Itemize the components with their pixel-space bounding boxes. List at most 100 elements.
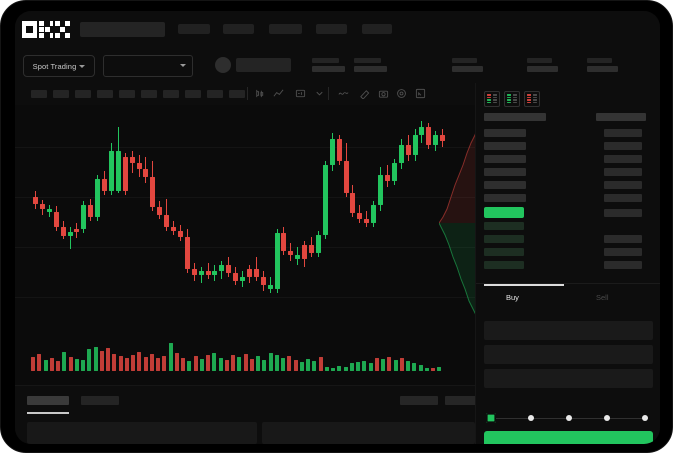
settings-icon[interactable] — [396, 88, 407, 99]
volume-bar — [374, 358, 379, 371]
orderbook-ask-amount — [604, 129, 642, 137]
place-order-button[interactable] — [484, 431, 653, 444]
toolbar-block-6[interactable] — [141, 90, 157, 98]
bottom-content-panel-left — [27, 422, 257, 444]
price-chart[interactable] — [15, 105, 475, 385]
candle-body — [136, 163, 142, 169]
candle-body — [384, 175, 390, 181]
candle-body — [164, 215, 170, 227]
line-chart-icon[interactable] — [273, 88, 284, 99]
volume-bar — [168, 343, 173, 371]
orderbook-bid-row[interactable] — [484, 261, 524, 269]
camera-icon[interactable] — [378, 88, 389, 99]
orderbook-mode-row — [487, 99, 491, 101]
candle-body — [67, 232, 73, 236]
orderbook-ask-row[interactable] — [484, 194, 526, 202]
volume-bar — [306, 359, 310, 371]
account-name — [236, 58, 291, 72]
fullscreen-icon[interactable] — [415, 88, 426, 99]
volume-bar — [224, 360, 229, 371]
candle-body — [371, 205, 377, 223]
nav-item-4[interactable] — [316, 24, 347, 34]
toolbar-block-8[interactable] — [185, 90, 201, 98]
toolbar-block-1[interactable] — [31, 90, 47, 98]
active-tab-underline — [27, 412, 69, 414]
orderbook-mode-bids[interactable] — [504, 91, 520, 107]
volume-bar — [156, 358, 160, 371]
slider-step-dot[interactable] — [604, 414, 610, 421]
orderbook-mode-row — [507, 94, 511, 96]
order-percent-slider[interactable] — [486, 413, 652, 423]
orderbook-ask-row[interactable] — [484, 155, 526, 163]
nav-item-1[interactable] — [178, 24, 210, 34]
orderbook-ask-row[interactable] — [484, 181, 526, 189]
toolbar-block-7[interactable] — [163, 90, 179, 98]
orderbook-bid-row[interactable] — [484, 222, 524, 230]
orderbook-bid-row[interactable] — [484, 235, 524, 243]
toolbar-block-10[interactable] — [229, 90, 245, 98]
okx-logo[interactable] — [22, 21, 71, 38]
orderbook-ask-amount — [604, 168, 642, 176]
volume-bar — [243, 354, 248, 371]
trading-pair-selector[interactable] — [103, 55, 193, 77]
candle-body — [129, 157, 135, 163]
candlestick-icon[interactable] — [254, 88, 265, 99]
chevron-down-icon[interactable] — [314, 88, 325, 99]
candle-body — [253, 269, 259, 277]
bottom-tab-open-orders[interactable] — [27, 396, 69, 405]
slider-step-dot[interactable] — [528, 414, 534, 421]
toolbar-block-4[interactable] — [97, 90, 113, 98]
orderbook-mode-asks[interactable] — [524, 91, 540, 107]
tab-buy[interactable]: Buy — [506, 293, 519, 302]
eraser-icon[interactable] — [359, 88, 370, 99]
order-total-field[interactable] — [484, 369, 653, 388]
bottom-action-1[interactable] — [400, 396, 438, 405]
logo-letter-k — [38, 21, 54, 38]
volume-bar — [118, 356, 123, 371]
slider-handle[interactable] — [486, 413, 496, 423]
bottom-orders-panel — [15, 385, 483, 444]
slider-step-dot[interactable] — [566, 414, 572, 421]
search-input[interactable] — [80, 22, 165, 37]
orderbook-mode-row — [527, 101, 531, 104]
orderbook-mode-row — [512, 94, 517, 96]
orderbook-mode-row — [492, 96, 497, 99]
tab-sell[interactable]: Sell — [596, 293, 609, 302]
orderbook-rows[interactable] — [476, 111, 660, 281]
nav-item-2[interactable] — [223, 24, 254, 34]
slider-step-dot[interactable] — [642, 414, 648, 421]
orderbook-ask-row[interactable] — [484, 129, 526, 137]
toolbar-block-2[interactable] — [53, 90, 69, 98]
stat-block-5-value — [587, 66, 618, 72]
toolbar-block-9[interactable] — [207, 90, 223, 98]
order-price-field[interactable] — [484, 321, 653, 340]
orderbook-ask-row[interactable] — [484, 142, 526, 150]
stat-block-1-label — [312, 58, 339, 63]
spot-trading-button[interactable]: Spot Trading — [23, 55, 95, 77]
orderbook-last-price-row[interactable] — [484, 207, 524, 218]
volume-bar — [293, 360, 298, 371]
buy-sell-tabs: Buy Sell — [476, 283, 660, 312]
orderbook-mode-row — [487, 101, 491, 104]
top-navigation-bar — [15, 11, 660, 47]
candle-body — [233, 273, 239, 281]
toolbar-block-3[interactable] — [75, 90, 91, 98]
bottom-action-2[interactable] — [445, 396, 483, 405]
orderbook-bid-row[interactable] — [484, 248, 524, 256]
toolbar-block-5[interactable] — [119, 90, 135, 98]
candle-wick — [200, 267, 202, 283]
nav-item-3[interactable] — [269, 24, 302, 34]
orderbook-mode-both[interactable] — [484, 91, 500, 107]
order-amount-field[interactable] — [484, 345, 653, 364]
candle-body — [205, 271, 211, 275]
chevron-down-icon — [79, 64, 86, 68]
bottom-content-panel-right — [262, 422, 475, 444]
bottom-tab-order-history[interactable] — [81, 396, 119, 405]
nav-item-5[interactable] — [362, 24, 392, 34]
indicator-icon[interactable] — [295, 88, 306, 99]
orderbook-ask-row[interactable] — [484, 168, 526, 176]
wave-icon[interactable] — [338, 88, 349, 99]
orderbook-mode-row — [507, 96, 511, 99]
avatar[interactable] — [215, 57, 231, 73]
